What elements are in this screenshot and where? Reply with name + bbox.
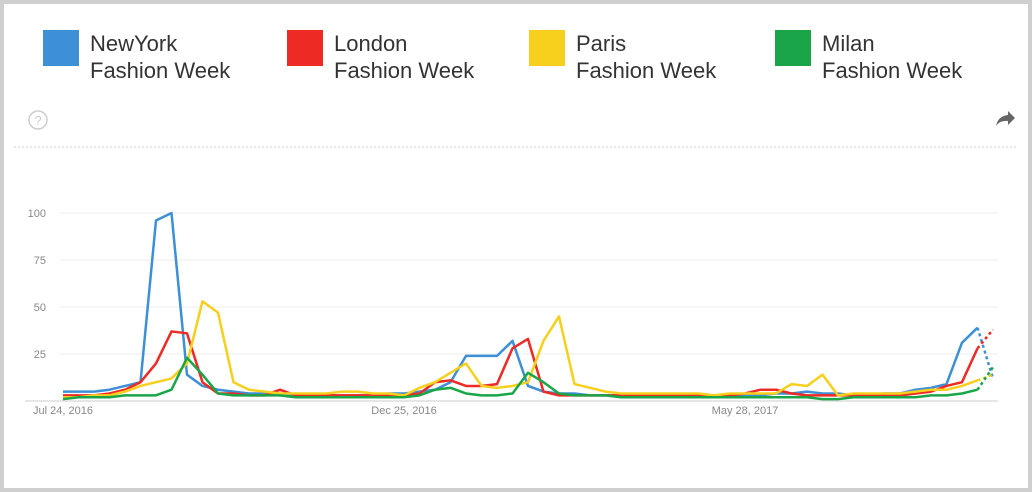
x-tick-label: Jul 24, 2016	[33, 405, 93, 417]
trend-line	[62, 356, 978, 401]
x-tick-label: Dec 25, 2016	[371, 405, 436, 417]
y-tick-label: 25	[34, 349, 46, 361]
y-tick-label: 100	[28, 208, 46, 220]
legend-label: Paris Fashion Week	[576, 31, 717, 83]
legend-swatch	[287, 30, 323, 66]
y-tick-label: 50	[34, 302, 46, 314]
x-tick-label: May 28, 2017	[712, 405, 779, 417]
partial-segment	[976, 328, 994, 350]
y-tick-label: 75	[34, 255, 46, 267]
legend-swatch	[529, 30, 565, 66]
svg-text:?: ?	[34, 113, 41, 128]
partial-segment	[976, 327, 995, 379]
legend-label: London Fashion Week	[334, 31, 475, 83]
share-icon[interactable]	[996, 111, 1015, 126]
help-icon[interactable]: ?	[28, 110, 48, 130]
legend-label: Milan Fashion Week	[822, 31, 963, 83]
partial-segment	[976, 366, 995, 391]
legend-label: NewYork Fashion Week	[90, 31, 231, 83]
legend-swatch	[775, 30, 811, 66]
legend-swatch	[43, 30, 79, 66]
